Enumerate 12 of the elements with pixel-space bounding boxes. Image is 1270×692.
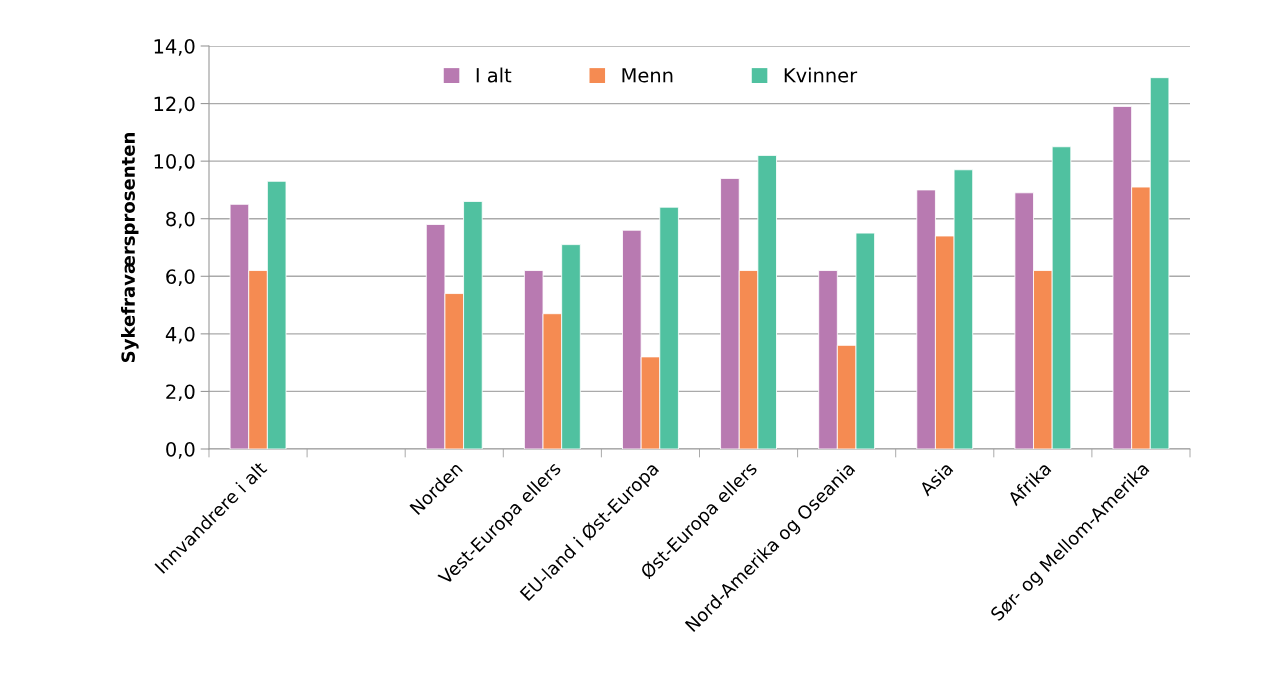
legend-label: Menn [622,68,673,83]
legend-label: I alt [476,67,512,83]
y-tick-label: 4,0 [165,326,195,344]
y-tick-label: 12,0 [154,96,195,114]
y-tick-label: 2,0 [166,384,195,402]
legend-label: Kvinner [784,67,858,83]
y-tick-label: 10,0 [154,154,195,171]
y-tick-label: 0,0 [166,441,195,459]
y-axis-title: Sykefraværsprosenten [121,133,139,363]
y-tick-label: 6,0 [166,269,195,286]
y-tick-label: 8,0 [166,211,195,229]
y-tick-label: 14,0 [154,38,195,56]
